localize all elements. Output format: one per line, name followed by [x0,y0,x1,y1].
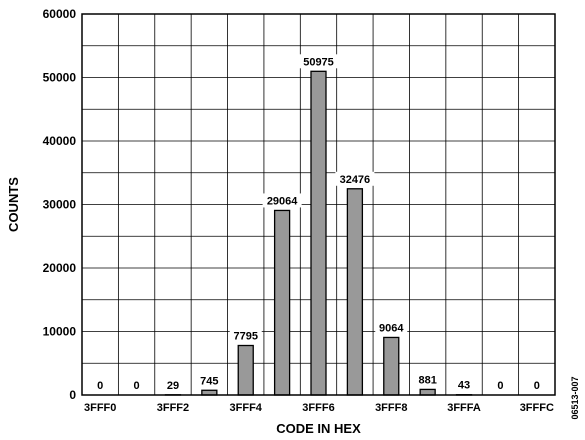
bar-3FFF4 [237,344,254,396]
x-tick-label: 3FFF8 [375,402,407,414]
data-labels: 0 0 29 745 7795 29064 50975 32476 9064 881 43 0 0 [94,54,543,392]
x-tick-label: 3FFFC [520,402,554,414]
y-tick-label: 60000 [43,7,77,21]
data-label-3FFF9: 881 [418,374,436,386]
bar-3FFF6 [310,70,327,396]
data-label-background [94,378,106,392]
y-axis-label: COUNTS [6,177,21,232]
data-label-3FFF7: 32476 [340,174,371,186]
data-label-background [415,372,441,387]
y-tick-label: 0 [69,388,76,402]
data-label-background [375,320,408,335]
data-label-3FFF2: 29 [167,380,179,392]
data-label-3FFF5: 29064 [267,195,298,207]
x-tick-label: 3FFF6 [302,402,334,414]
data-label-background [163,377,182,392]
x-tick-label: 3FFF2 [157,402,189,414]
data-label-background [131,378,143,392]
data-label-3FFFA: 43 [458,380,470,392]
data-label-3FFF8: 9064 [379,322,404,334]
bar-3FFF7 [346,188,364,396]
data-label-background [531,378,543,392]
bar-3FFF8 [383,336,400,396]
x-tick-label: 3FFFA [447,402,481,414]
data-label-3FFF0: 0 [97,380,103,392]
data-label-background [299,54,338,69]
data-label-background [335,171,375,186]
x-tick-label: 3FFF0 [84,402,116,414]
x-tick-label: 3FFF4 [230,402,263,414]
y-tick-label: 20000 [43,261,77,275]
y-tick-labels: 0 10000 20000 30000 40000 50000 60000 [43,7,77,402]
bars [164,70,473,396]
data-label-3FFF3: 745 [200,375,218,387]
data-label-background [494,378,506,392]
data-label-background [262,193,302,208]
plot-frame [81,13,556,396]
y-tick-label: 10000 [43,325,77,339]
figure-code: 06513-007 [570,376,580,419]
y-tick-label: 50000 [43,71,77,85]
data-label-background [196,373,222,388]
data-label-3FFF6: 50975 [303,56,334,68]
x-tick-labels: 3FFF0 3FFF2 3FFF4 3FFF6 3FFF8 3FFFA 3FFFC [84,402,554,414]
data-label-background [229,328,262,343]
data-label-3FFF1: 0 [134,380,140,392]
data-label-3FFF4: 7795 [233,331,257,343]
data-label-3FFFB: 0 [497,380,503,392]
data-label-background [455,377,474,392]
y-tick-label: 40000 [43,134,77,148]
x-axis-label: CODE IN HEX [276,421,361,436]
y-tick-label: 30000 [43,198,77,212]
bar-3FFF5 [273,209,291,396]
bar-3FFF9 [419,388,436,396]
data-label-3FFFC: 0 [534,380,540,392]
